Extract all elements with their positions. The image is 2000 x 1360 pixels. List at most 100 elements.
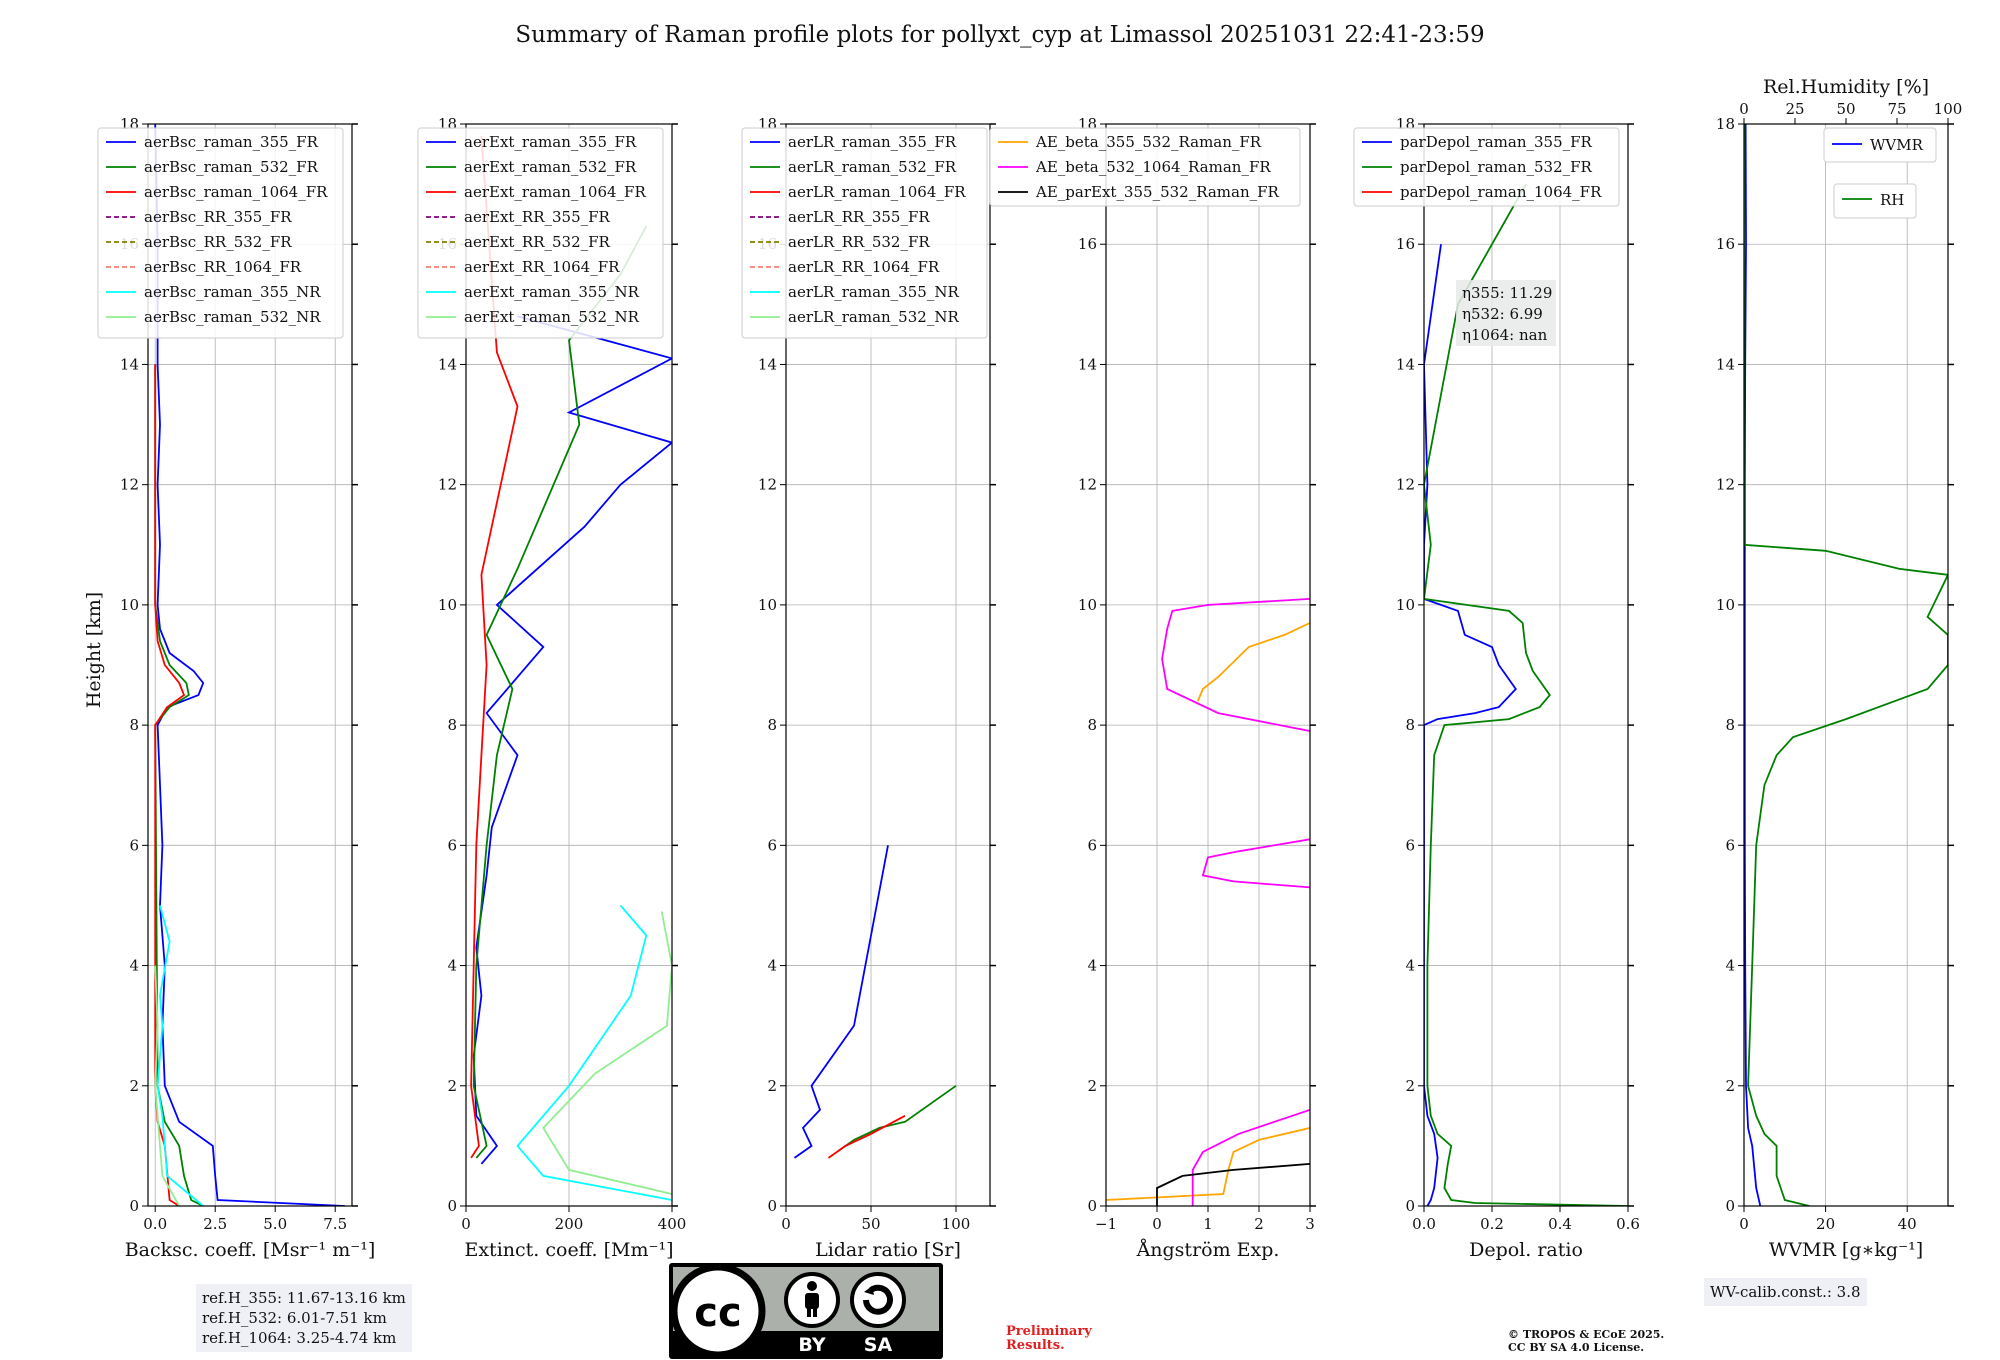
- preliminary-line-2: Results.: [1006, 1338, 1065, 1353]
- y-tick-label: 12: [120, 476, 139, 494]
- cc-by-label: BY: [798, 1334, 825, 1356]
- legend-label: aerBsc_raman_1064_FR: [144, 183, 328, 201]
- x-axis-label: Lidar ratio [Sr]: [815, 1239, 961, 1261]
- legend: parDepol_raman_355_FR parDepol_raman_532_…: [1353, 127, 1620, 207]
- legend-label: aerBsc_RR_1064_FR: [144, 258, 302, 276]
- x-tick-label: −1: [1095, 1215, 1117, 1233]
- x-tick-label: 0.6: [1616, 1215, 1640, 1233]
- legend-label: aerExt_RR_355_FR: [464, 208, 611, 226]
- series-aerLR_raman_1064_FR: [827, 1115, 906, 1159]
- secondary-x-tick-label: 50: [1836, 100, 1855, 118]
- legend-label: aerLR_RR_355_FR: [788, 208, 930, 226]
- copyright-line-1: © TROPOS & ECoE 2025.: [1508, 1328, 1665, 1341]
- legend-label: AE_parExt_355_532_Raman_FR: [1035, 183, 1280, 201]
- axes-frame: [1743, 123, 1949, 1207]
- series-aerExt_raman_532_FR: [472, 225, 648, 1159]
- y-tick-label: 10: [1396, 596, 1415, 614]
- depol-annotation: η355: 11.29 η532: 6.99 η1064: nan: [1456, 280, 1556, 346]
- legend-box: [741, 127, 988, 339]
- x-tick-label: 0: [1152, 1215, 1162, 1233]
- y-tick-label: 16: [1078, 235, 1097, 253]
- series-parDepol_raman_355_FR: [1424, 244, 1517, 1206]
- secondary-x-tick-label: 100: [1934, 100, 1963, 118]
- y-tick-label: 8: [767, 716, 777, 734]
- x-tick-label: 7.5: [323, 1215, 347, 1233]
- y-tick-label: 10: [438, 596, 457, 614]
- legend-label: aerExt_raman_355_NR: [464, 283, 640, 301]
- person-icon: [807, 1281, 817, 1291]
- legend: AE_beta_355_532_Raman_FR AE_beta_532_1064…: [989, 127, 1301, 207]
- legend-box: [1833, 183, 1917, 219]
- series-AE_beta_532_1064_Raman_FR_mid: [1161, 598, 1310, 732]
- y-tick-label: 14: [758, 355, 777, 373]
- reference-heights-box: ref.H_355: 11.67-13.16 km ref.H_532: 6.0…: [196, 1284, 412, 1352]
- legend-label: aerExt_raman_532_NR: [464, 308, 640, 326]
- y-tick-label: 4: [129, 957, 139, 975]
- x-tick-label: 20: [1816, 1215, 1835, 1233]
- legend-label: aerLR_raman_532_NR: [788, 308, 959, 326]
- series-aerExt_raman_355_FR: [472, 315, 672, 1165]
- panel-lidar-ratio: 024681012141618050100Lidar ratio [Sr]aer…: [741, 115, 996, 1261]
- x-tick-label: 200: [555, 1215, 584, 1233]
- y-tick-label: 14: [120, 355, 139, 373]
- legend-label: aerExt_raman_1064_FR: [464, 183, 646, 201]
- series-AE_beta_355_532_Raman_FR: [1106, 1127, 1310, 1201]
- legend-label: AE_beta_532_1064_Raman_FR: [1035, 158, 1271, 176]
- y-tick-label: 12: [438, 476, 457, 494]
- y-tick-label: 0: [1087, 1197, 1097, 1215]
- series-WVMR: [1744, 124, 1762, 1206]
- legend-label: aerBsc_raman_532_NR: [144, 308, 321, 326]
- legend-label: aerLR_RR_1064_FR: [788, 258, 940, 276]
- axes-frame: [785, 123, 991, 1207]
- cc-sa-label: SA: [864, 1334, 893, 1356]
- legend-label: parDepol_raman_355_FR: [1400, 133, 1593, 151]
- y-tick-label: 12: [1078, 476, 1097, 494]
- axes-frame: [1105, 123, 1311, 1207]
- y-tick-label: 14: [1078, 355, 1097, 373]
- y-tick-label: 10: [1716, 596, 1735, 614]
- y-tick-label: 8: [129, 716, 139, 734]
- y-tick-label: 2: [767, 1077, 777, 1095]
- y-tick-label: 6: [1087, 836, 1097, 854]
- y-tick-label: 2: [129, 1077, 139, 1095]
- legend-label: RH: [1880, 191, 1904, 209]
- x-tick-label: 1: [1203, 1215, 1213, 1233]
- y-tick-label: 0: [1405, 1197, 1415, 1215]
- legend-box: [1823, 127, 1937, 163]
- y-tick-label: 2: [447, 1077, 457, 1095]
- preliminary-line-1: Preliminary: [1006, 1324, 1092, 1339]
- legend-label: aerLR_raman_532_FR: [788, 158, 957, 176]
- copyright-note: © TROPOS & ECoE 2025. CC BY SA 4.0 Licen…: [1508, 1328, 1664, 1354]
- legend-label: AE_beta_355_532_Raman_FR: [1035, 133, 1262, 151]
- panel-extinction: 0246810121416180200400Extinct. coeff. [M…: [417, 115, 686, 1261]
- x-axis-label: Ångström Exp.: [1136, 1239, 1280, 1261]
- legend-rh: RH: [1833, 183, 1917, 219]
- legend-label: parDepol_raman_532_FR: [1400, 158, 1593, 176]
- x-tick-label: 0: [461, 1215, 471, 1233]
- y-tick-label: 12: [758, 476, 777, 494]
- series-aerExt_raman_1064_FR: [470, 135, 519, 1159]
- y-tick-label: 8: [1087, 716, 1097, 734]
- series-aerBsc_raman_355_NR: [156, 905, 204, 1206]
- y-tick-label: 12: [1716, 476, 1735, 494]
- y-tick-label: 4: [1405, 957, 1415, 975]
- legend-label: aerBsc_RR_355_FR: [144, 208, 292, 226]
- y-tick-label: 18: [1716, 115, 1735, 133]
- y-tick-label: 10: [758, 596, 777, 614]
- y-tick-label: 2: [1725, 1077, 1735, 1095]
- legend-label: aerBsc_RR_532_FR: [144, 233, 292, 251]
- legend-label: aerBsc_raman_355_FR: [144, 133, 319, 151]
- y-tick-label: 4: [447, 957, 457, 975]
- series-aerBsc_raman_532_FR: [154, 364, 204, 1206]
- x-tick-label: 0: [1739, 1215, 1749, 1233]
- x-tick-label: 3: [1305, 1215, 1315, 1233]
- legend: aerExt_raman_355_FR aerExt_raman_532_FRae…: [417, 127, 664, 339]
- annotation-box: [1456, 280, 1556, 346]
- legend-box: [1353, 127, 1620, 207]
- y-tick-label: 4: [1087, 957, 1097, 975]
- y-tick-label: 0: [1725, 1197, 1735, 1215]
- y-tick-label: 4: [767, 957, 777, 975]
